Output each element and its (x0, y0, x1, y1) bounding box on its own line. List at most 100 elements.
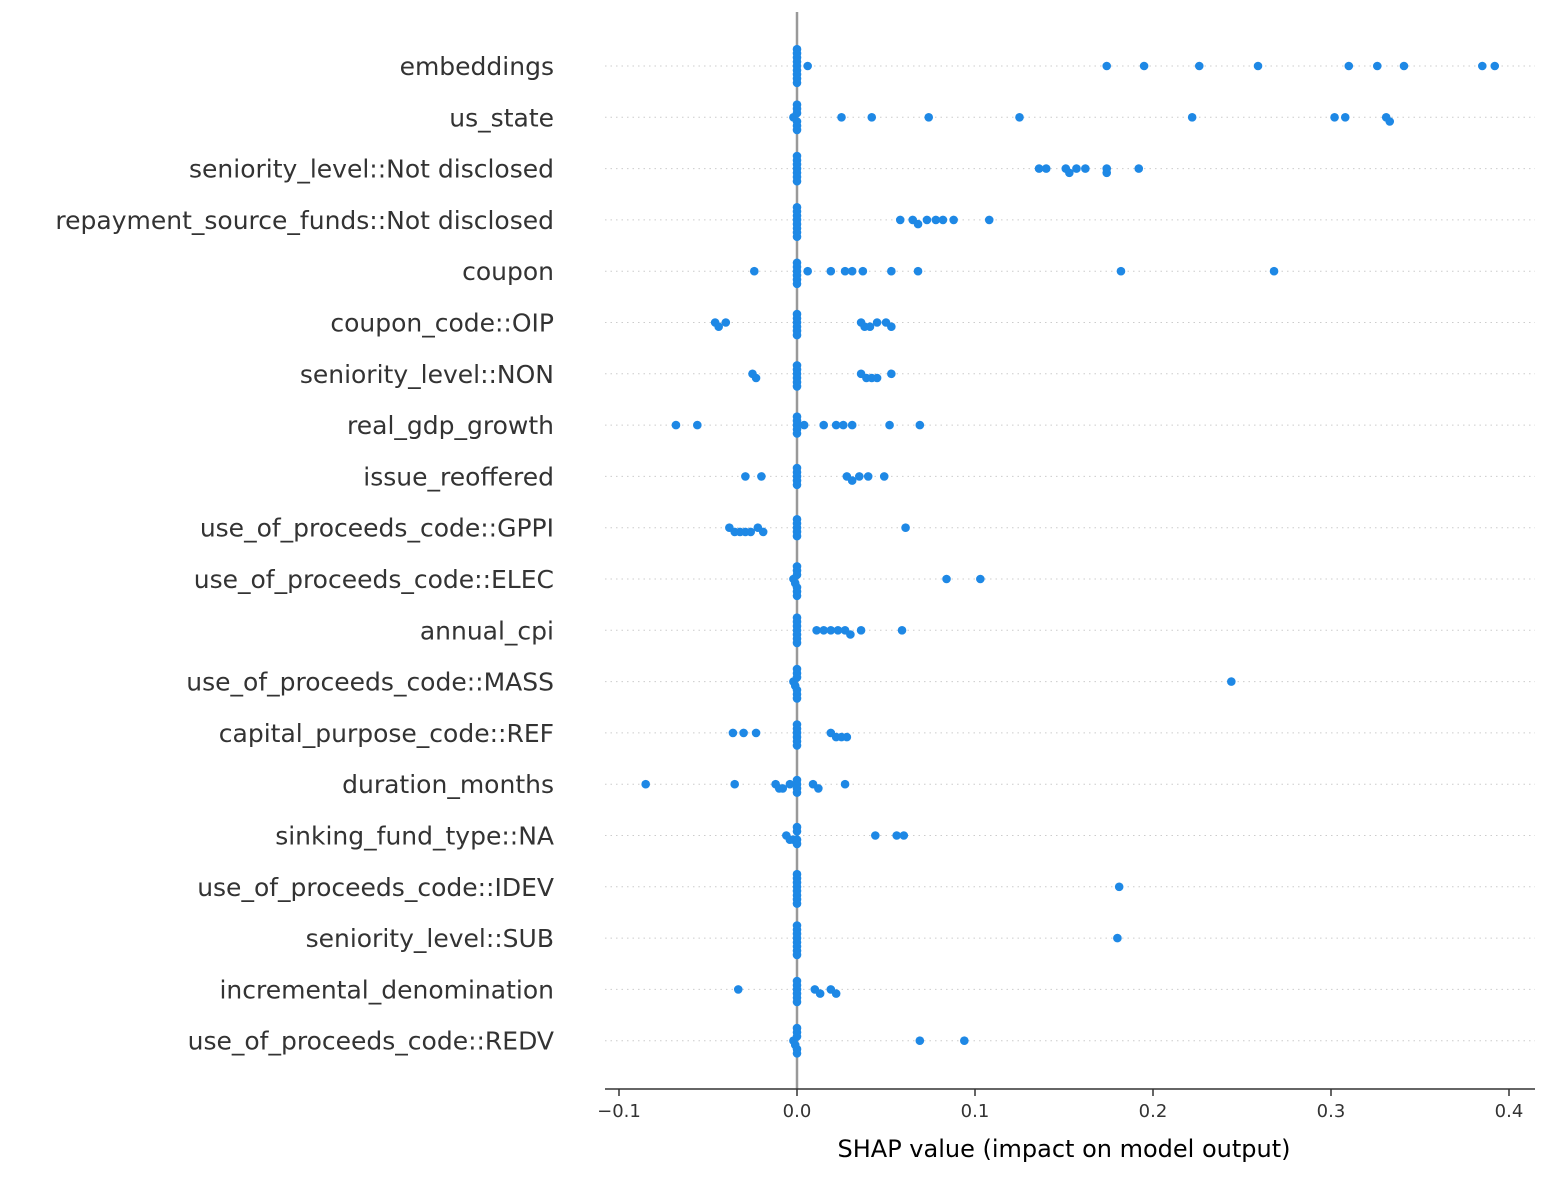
shap-point (758, 527, 768, 537)
feature-label: use_of_proceeds_code::REDV (188, 1027, 554, 1056)
shap-point (840, 779, 850, 789)
shap-point (846, 630, 855, 639)
shap-point (885, 420, 894, 430)
shap-point (792, 531, 802, 541)
shap-point (1227, 677, 1236, 686)
shap-point (1134, 164, 1144, 173)
x-tick-label: 0.0 (783, 1101, 812, 1122)
shap-point (792, 788, 802, 797)
shap-point (913, 266, 923, 276)
shap-point (855, 472, 864, 481)
shap-point (792, 741, 802, 750)
shap-point (739, 728, 748, 738)
shap-point (792, 997, 802, 1007)
shap-point (792, 232, 802, 241)
shap-point (847, 420, 857, 430)
feature-label: coupon_code::OIP (330, 309, 554, 338)
shap-point (792, 203, 802, 212)
shap-point (1116, 266, 1126, 276)
shap-point (693, 420, 702, 430)
shap-point (792, 44, 802, 54)
x-axis: −0.1 0.0 0.1 0.2 0.3 0.4 SHAP value (impact o… (597, 1088, 1535, 1163)
shap-point (826, 266, 836, 276)
shap-point (931, 215, 941, 225)
shap-point (792, 562, 802, 571)
shap-point (1113, 933, 1122, 943)
shap-point (1102, 61, 1112, 71)
shap-point (984, 215, 994, 225)
shap-point (922, 215, 932, 225)
shap-point (901, 523, 910, 532)
shap-point (938, 215, 948, 225)
shap-point (1253, 61, 1263, 71)
shap-point (1072, 164, 1081, 173)
shap-point (792, 125, 802, 135)
x-axis-title: SHAP value (impact on model output) (838, 1135, 1291, 1163)
shap-point (792, 638, 802, 648)
shap-point (792, 613, 802, 622)
shap-point (812, 626, 821, 635)
shap-point (1340, 113, 1350, 122)
points (641, 44, 1500, 1058)
shap-point (792, 176, 802, 186)
x-tick-label: 0.4 (1495, 1101, 1524, 1122)
feature-label: repayment_source_funds::Not disclosed (55, 206, 554, 235)
shap-point (1490, 61, 1500, 71)
shap-point (1385, 117, 1395, 126)
feature-label: issue_reoffered (363, 462, 554, 491)
shap-point (792, 775, 802, 785)
shap-point (831, 420, 841, 430)
shap-point (714, 322, 723, 332)
shap-point (814, 784, 823, 793)
shap-point (872, 318, 882, 327)
shap-point (858, 266, 868, 276)
shap-point (879, 472, 889, 481)
shap-point (792, 78, 802, 88)
shap-point (785, 779, 795, 789)
shap-point (792, 361, 802, 370)
shap-point (792, 382, 802, 391)
shap-point (728, 728, 738, 738)
shap-point (1015, 113, 1024, 122)
shap-point (730, 779, 739, 789)
shap-point (733, 985, 743, 994)
feature-label: us_state (449, 103, 554, 132)
shap-point (833, 626, 843, 635)
shap-point (892, 831, 901, 840)
shap-point (751, 728, 761, 738)
shap-point (887, 266, 896, 276)
shap-point (792, 899, 802, 908)
shap-point (897, 626, 907, 635)
shap-point (792, 100, 802, 109)
feature-label: capital_purpose_code::REF (219, 719, 554, 748)
shap-point (1330, 113, 1339, 122)
shap-point (837, 113, 846, 122)
shap-point (641, 779, 650, 789)
shap-point (741, 472, 750, 481)
shap-point (751, 373, 761, 383)
shap-point (749, 266, 759, 276)
feature-label: use_of_proceeds_code::GPPI (200, 514, 554, 543)
shap-point (840, 266, 850, 276)
shap-point (1114, 882, 1124, 892)
shap-point (887, 369, 896, 379)
shap-point (815, 989, 825, 998)
x-tick-label: 0.1 (961, 1101, 990, 1122)
shap-point (1344, 61, 1354, 71)
shap-point (863, 472, 873, 481)
x-tick-label: 0.3 (1317, 1101, 1346, 1122)
shap-point (895, 215, 905, 225)
shap-point (1478, 61, 1487, 71)
shap-point (1102, 168, 1112, 178)
shap-point (819, 626, 828, 635)
shap-point (792, 720, 802, 729)
shap-point (803, 61, 812, 71)
shap-point (792, 151, 802, 161)
shap-point (819, 420, 828, 430)
x-ticks: −0.1 0.0 0.1 0.2 0.3 0.4 (597, 1089, 1523, 1122)
feature-label: annual_cpi (420, 616, 554, 645)
shap-point (1065, 168, 1074, 178)
shap-point (792, 664, 802, 674)
shap-point (792, 950, 802, 960)
